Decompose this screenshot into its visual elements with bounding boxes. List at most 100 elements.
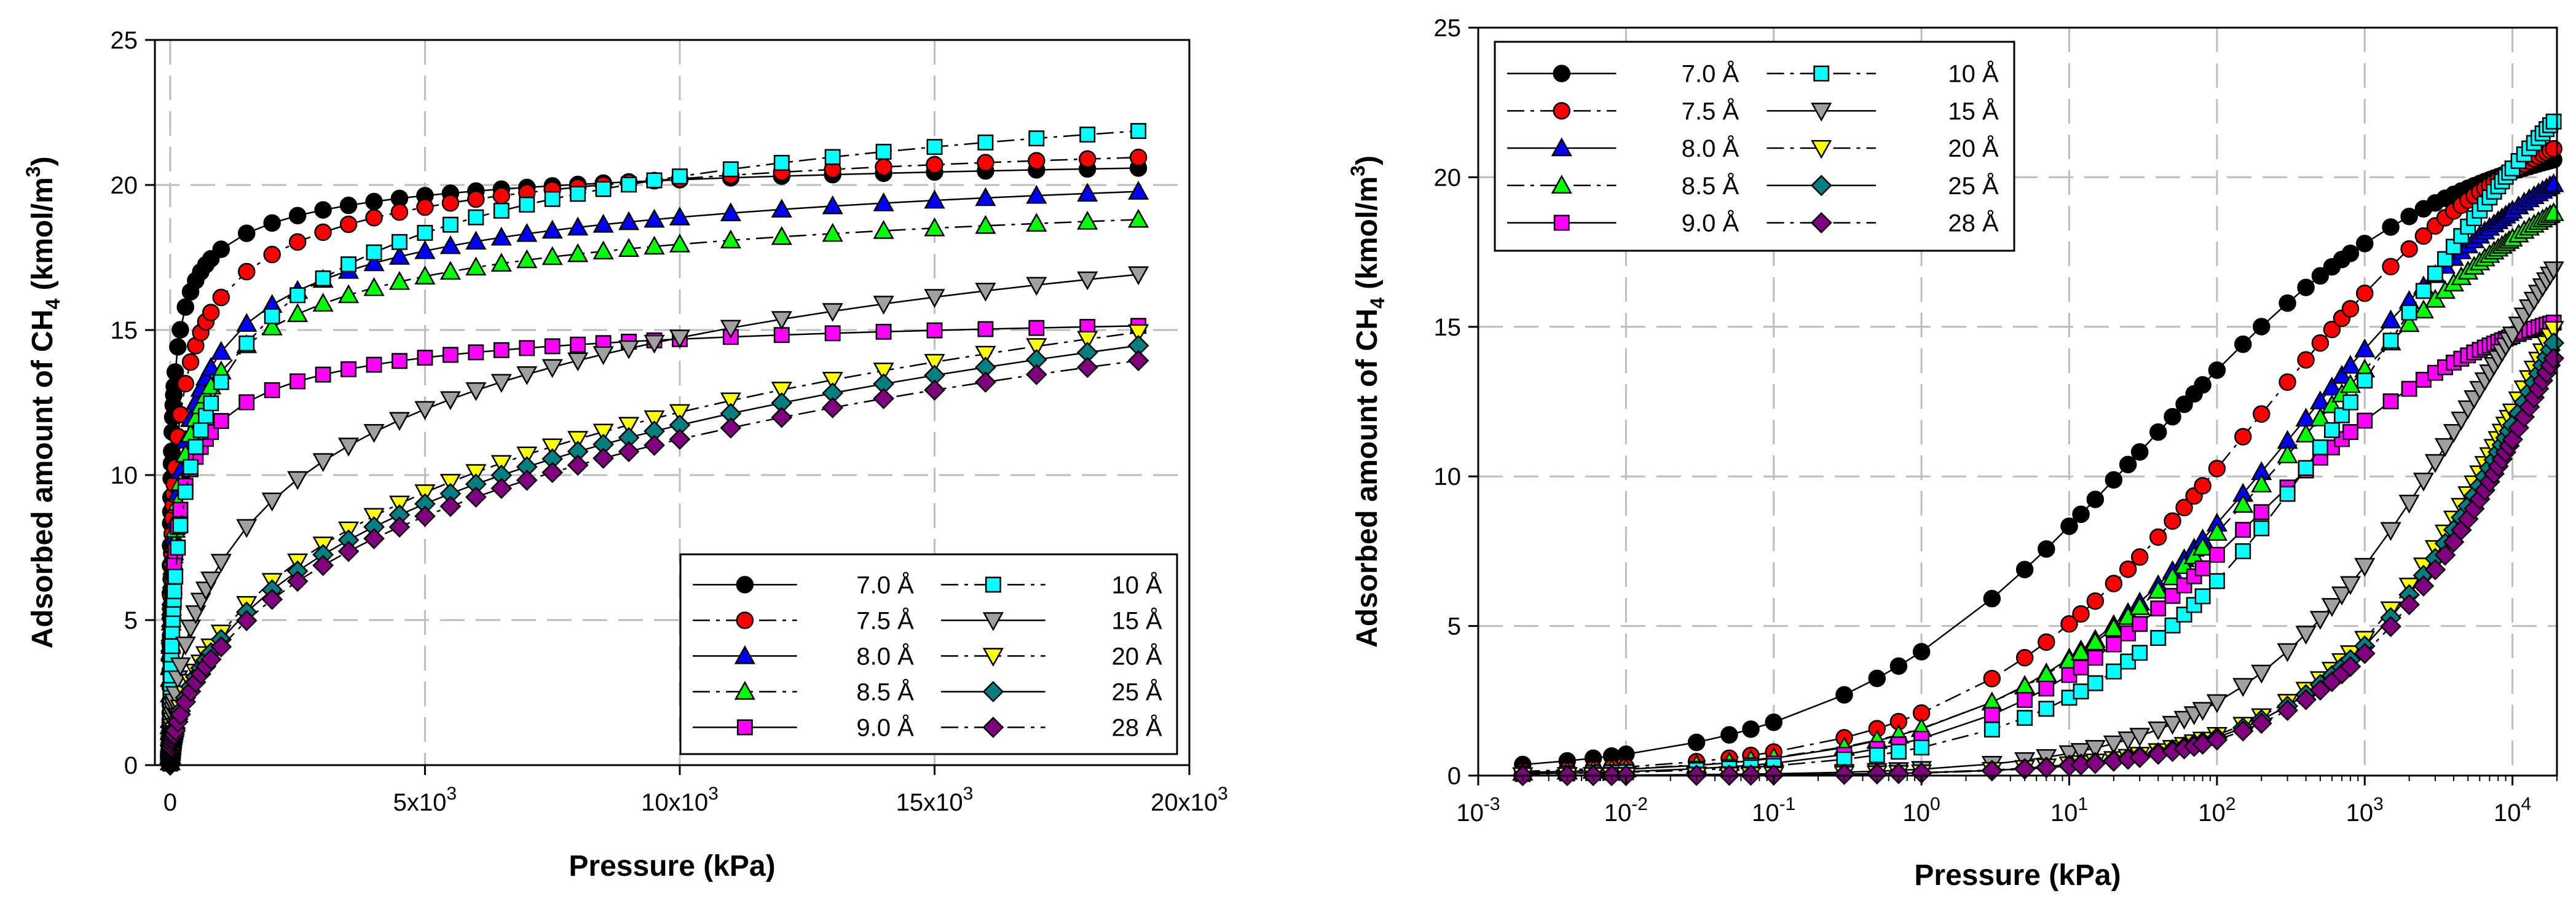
data-point bbox=[2164, 407, 2181, 426]
legend-item: 9.0 Å bbox=[693, 714, 914, 741]
data-point bbox=[2401, 304, 2417, 321]
data-point bbox=[2086, 490, 2105, 508]
data-point bbox=[1913, 739, 1930, 756]
data-point bbox=[312, 453, 334, 473]
legend-item: 8.0 Å bbox=[693, 642, 914, 670]
data-point bbox=[2424, 454, 2446, 473]
data-point bbox=[720, 229, 741, 249]
data-point bbox=[337, 438, 360, 457]
data-point bbox=[363, 528, 385, 549]
legend-label: 8.0 Å bbox=[856, 642, 914, 670]
legend-label: 7.5 Å bbox=[856, 607, 914, 634]
data-point bbox=[2232, 720, 2254, 742]
data-point bbox=[873, 219, 894, 239]
data-point bbox=[2354, 338, 2376, 358]
x-tick-label: 102 bbox=[2198, 794, 2235, 827]
data-point bbox=[2321, 598, 2343, 617]
legend-label: 7.0 Å bbox=[1682, 60, 1739, 88]
x-tick-label: 100 bbox=[1903, 794, 1940, 827]
data-point bbox=[176, 374, 194, 393]
data-point bbox=[163, 638, 180, 655]
data-point bbox=[669, 233, 691, 253]
data-point bbox=[2415, 283, 2432, 299]
legend-label: 10 Å bbox=[1948, 60, 1999, 88]
data-point bbox=[468, 344, 484, 361]
data-point bbox=[2398, 495, 2420, 514]
data-point bbox=[176, 298, 194, 316]
legend-label: 8.5 Å bbox=[856, 678, 914, 706]
legend-label: 15 Å bbox=[1948, 97, 1999, 125]
data-point bbox=[337, 284, 360, 304]
data-point bbox=[439, 261, 461, 280]
legend-item: 7.0 Å bbox=[693, 571, 914, 599]
legend-marker bbox=[982, 681, 1004, 702]
data-point bbox=[516, 446, 538, 466]
data-point bbox=[2194, 560, 2211, 576]
y-axis-title: Adsorbed amount of CH4 (kmol/m3) bbox=[1347, 155, 1388, 648]
legend-label: 20 Å bbox=[1948, 135, 1999, 162]
data-point bbox=[363, 424, 385, 443]
data-point bbox=[2119, 560, 2137, 578]
data-point bbox=[1127, 350, 1149, 372]
y-tick-label: 0 bbox=[1448, 763, 1461, 790]
data-point bbox=[2279, 486, 2296, 502]
data-point bbox=[192, 422, 209, 438]
data-point bbox=[975, 283, 996, 302]
data-point bbox=[2253, 520, 2270, 537]
legend-box bbox=[679, 553, 1178, 755]
x-tick-label: 20x103 bbox=[1151, 784, 1228, 816]
y-title-part: Adsorbed amount of CH bbox=[1351, 309, 1384, 648]
data-point bbox=[210, 635, 232, 658]
data-point bbox=[2334, 407, 2350, 423]
data-point bbox=[2400, 207, 2418, 226]
data-point bbox=[1028, 152, 1046, 170]
data-point bbox=[2150, 600, 2167, 617]
data-point bbox=[261, 316, 283, 336]
data-point bbox=[2173, 710, 2195, 730]
data-point bbox=[2401, 380, 2417, 397]
data-point bbox=[2339, 656, 2361, 677]
data-point bbox=[2038, 633, 2055, 651]
data-point bbox=[2073, 659, 2089, 676]
data-point bbox=[1687, 733, 1706, 752]
data-point bbox=[490, 478, 513, 500]
data-point bbox=[646, 172, 663, 189]
data-point bbox=[2164, 512, 2181, 530]
data-point bbox=[2251, 473, 2272, 493]
data-point bbox=[166, 583, 183, 600]
data-point bbox=[2339, 355, 2361, 374]
x-tick-label: 10-1 bbox=[1752, 794, 1795, 827]
data-point bbox=[210, 554, 232, 573]
data-point bbox=[187, 439, 204, 455]
data-point bbox=[722, 161, 739, 178]
legend-marker bbox=[734, 645, 755, 664]
data-point bbox=[2339, 374, 2361, 393]
data-point bbox=[2120, 625, 2137, 642]
data-point bbox=[468, 209, 484, 226]
data-point bbox=[542, 359, 563, 379]
data-point bbox=[1128, 208, 1149, 228]
data-point bbox=[2357, 412, 2373, 429]
series-layer bbox=[1511, 113, 2565, 787]
data-point bbox=[366, 244, 382, 261]
legend-label: 10 Å bbox=[1111, 571, 1162, 599]
data-point bbox=[975, 214, 996, 234]
data-point bbox=[2295, 423, 2317, 442]
data-point bbox=[2164, 588, 2181, 604]
data-point bbox=[720, 417, 742, 439]
data-point bbox=[2130, 548, 2149, 566]
data-point bbox=[2400, 240, 2418, 258]
data-point bbox=[238, 394, 255, 411]
legend-item: 25 Å bbox=[1767, 172, 1999, 200]
data-point bbox=[2357, 372, 2373, 389]
data-point bbox=[2235, 522, 2251, 538]
data-point bbox=[2084, 631, 2106, 651]
data-point bbox=[2342, 394, 2358, 411]
data-point bbox=[312, 554, 334, 576]
data-point bbox=[2382, 218, 2400, 236]
data-point bbox=[1889, 657, 1908, 675]
data-point bbox=[490, 253, 512, 272]
data-point bbox=[366, 356, 382, 373]
data-point bbox=[2427, 265, 2443, 282]
